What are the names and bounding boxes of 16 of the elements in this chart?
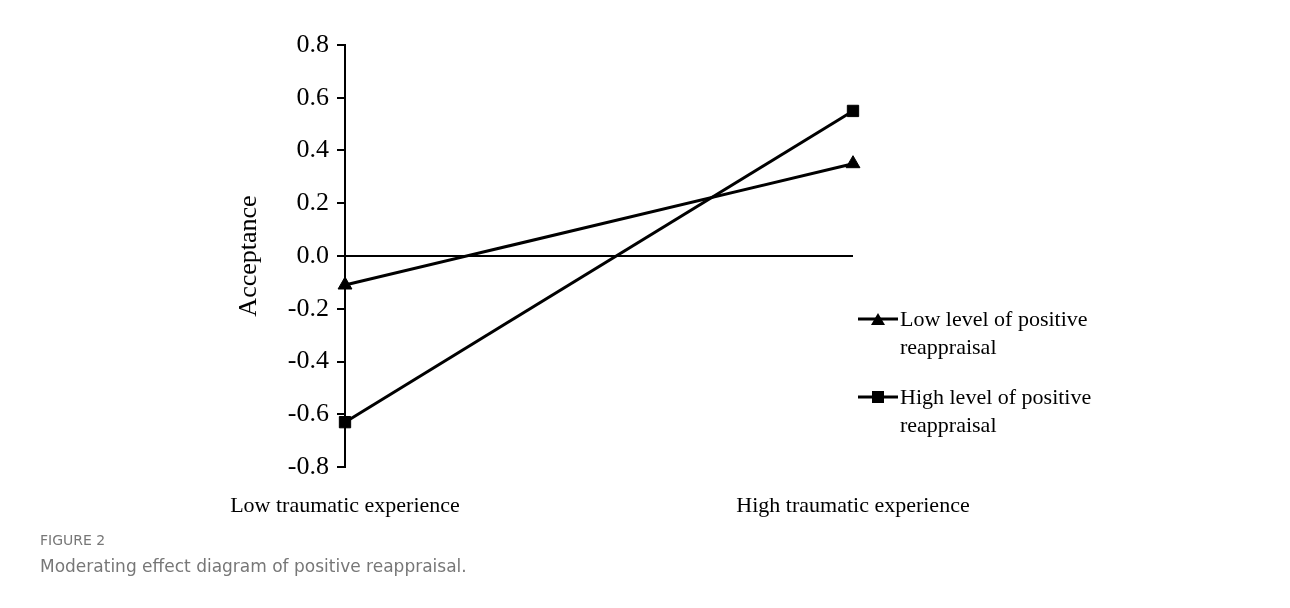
x-tick-label: Low traumatic experience bbox=[230, 491, 460, 517]
y-tick-label: -0.2 bbox=[287, 292, 329, 322]
y-tick-label: 0.0 bbox=[296, 239, 329, 269]
text: Moderating effect diagram of positive reappraisal. bbox=[40, 556, 467, 576]
y-tick-label: -0.8 bbox=[287, 450, 329, 480]
caption: FIGURE 2 bbox=[40, 532, 107, 548]
legend-label: High level of positive reappraisal bbox=[900, 383, 1093, 439]
y-tick-label: -0.4 bbox=[287, 345, 329, 375]
y-tick-label: 0.6 bbox=[296, 81, 329, 111]
y-tick-label: 0.4 bbox=[296, 134, 329, 164]
legend-label: Low level of positive reappraisal bbox=[900, 305, 1089, 361]
y-tick-label: -0.6 bbox=[287, 398, 329, 428]
y-tick-label: 0.2 bbox=[296, 187, 329, 217]
x-tick-label: High traumatic experience bbox=[736, 491, 970, 517]
y-axis-title: Acceptance bbox=[233, 195, 263, 317]
y-tick-label: 0.8 bbox=[296, 28, 329, 58]
